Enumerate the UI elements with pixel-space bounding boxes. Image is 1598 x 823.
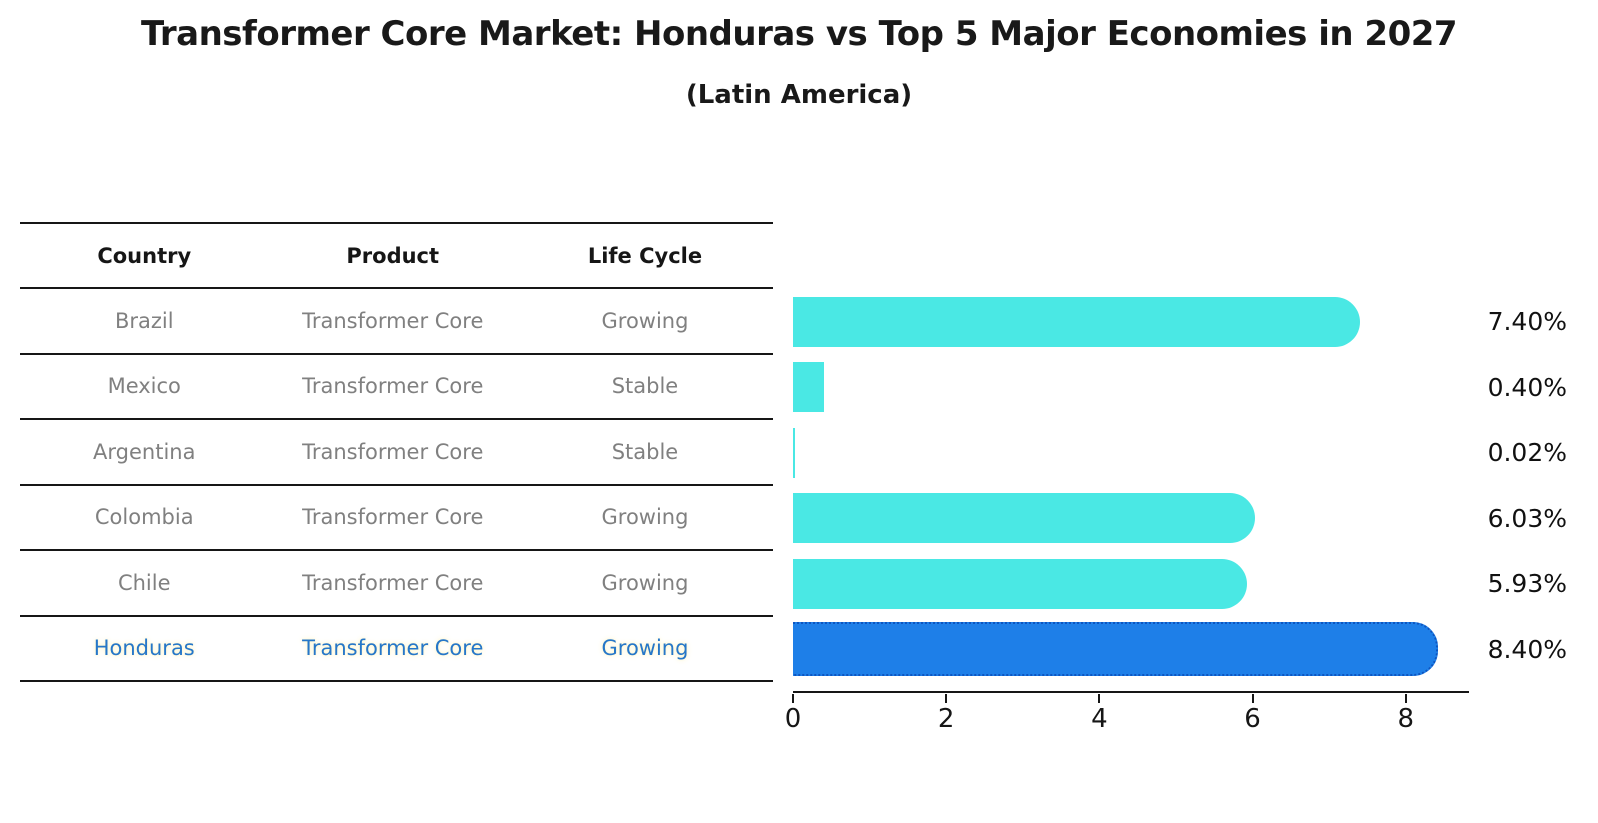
cell-product: Transformer Core	[302, 636, 484, 661]
x-axis-tick-label: 8	[1397, 704, 1414, 734]
table-header-row: Country Product Life Cycle	[20, 222, 773, 289]
bar-brazil	[793, 296, 1360, 347]
value-label-mexico: 0.40%	[1487, 372, 1567, 402]
bar-plot-area	[793, 289, 1467, 682]
table-row-honduras: Honduras Transformer Core Growing	[20, 617, 773, 682]
cell-product: Transformer Core	[302, 570, 484, 595]
x-axis-tick	[792, 693, 794, 703]
x-axis-tick-label: 4	[1091, 704, 1108, 734]
bar-argentina	[793, 427, 795, 478]
x-axis-tick	[1404, 693, 1407, 703]
x-axis-tick	[1251, 693, 1254, 703]
value-row: 5.93%	[1477, 551, 1567, 617]
bar-honduras	[793, 622, 1439, 677]
x-axis-tick	[1098, 693, 1101, 703]
value-label-chile: 5.93%	[1487, 569, 1567, 599]
x-axis-tick-label: 6	[1244, 704, 1261, 734]
header-cell-life-cycle: Life Cycle	[587, 243, 703, 268]
cell-life-cycle: Growing	[601, 505, 689, 530]
x-axis-tick-label: 0	[784, 704, 802, 734]
bar-row	[793, 617, 1467, 683]
value-row: 8.40%	[1477, 617, 1567, 683]
value-label-honduras: 8.40%	[1487, 634, 1567, 664]
bar-row	[793, 355, 1467, 421]
value-row: 6.03%	[1477, 486, 1567, 552]
chart-title: Transformer Core Market: Honduras vs Top…	[140, 14, 1458, 54]
cell-product: Transformer Core	[302, 374, 484, 399]
bar-row	[793, 289, 1467, 355]
cell-life-cycle: Stable	[611, 439, 679, 464]
cell-life-cycle: Growing	[601, 636, 689, 661]
chart-subtitle: (Latin America)	[685, 80, 913, 110]
header-cell-country: Country	[97, 243, 192, 268]
cell-country: Honduras	[93, 636, 195, 661]
cell-product: Transformer Core	[302, 505, 484, 530]
bar-row	[793, 420, 1467, 486]
value-label-argentina: 0.02%	[1487, 438, 1567, 468]
cell-life-cycle: Growing	[601, 308, 689, 333]
value-label-colombia: 6.03%	[1487, 503, 1567, 533]
cell-country: Brazil	[114, 308, 174, 333]
bar-row	[793, 486, 1467, 552]
value-row: 0.40%	[1477, 355, 1567, 421]
cell-country: Argentina	[93, 439, 196, 464]
bar-row	[793, 551, 1467, 617]
table-row-chile: Chile Transformer Core Growing	[20, 551, 773, 617]
x-axis-tick	[945, 693, 948, 703]
bar-mexico	[793, 362, 824, 413]
cell-life-cycle: Growing	[601, 570, 689, 595]
table-row-colombia: Colombia Transformer Core Growing	[20, 486, 773, 551]
cell-product: Transformer Core	[302, 439, 484, 464]
value-row: 7.40%	[1477, 289, 1567, 355]
x-axis-tick-label: 2	[937, 704, 955, 734]
x-axis-line	[793, 691, 1469, 693]
cell-country: Mexico	[107, 374, 181, 399]
table-row-mexico: Mexico Transformer Core Stable	[20, 355, 773, 420]
value-label-column: 7.40% 0.40% 0.02% 6.03% 5.93% 8.40%	[1477, 289, 1567, 682]
cell-country: Chile	[117, 570, 171, 595]
value-row: 0.02%	[1477, 420, 1567, 486]
x-axis: 0 2 4 6 8	[785, 691, 1469, 734]
cell-country: Colombia	[94, 505, 194, 530]
value-label-brazil: 7.40%	[1487, 307, 1567, 337]
header-cell-product: Product	[346, 243, 440, 268]
cell-life-cycle: Stable	[611, 374, 679, 399]
bar-chile	[793, 558, 1248, 609]
bar-colombia	[793, 493, 1255, 544]
table-row-argentina: Argentina Transformer Core Stable	[20, 420, 773, 486]
table-row-brazil: Brazil Transformer Core Growing	[20, 289, 773, 355]
cell-product: Transformer Core	[302, 308, 484, 333]
data-table: Country Product Life Cycle Brazil Transf…	[20, 222, 773, 682]
